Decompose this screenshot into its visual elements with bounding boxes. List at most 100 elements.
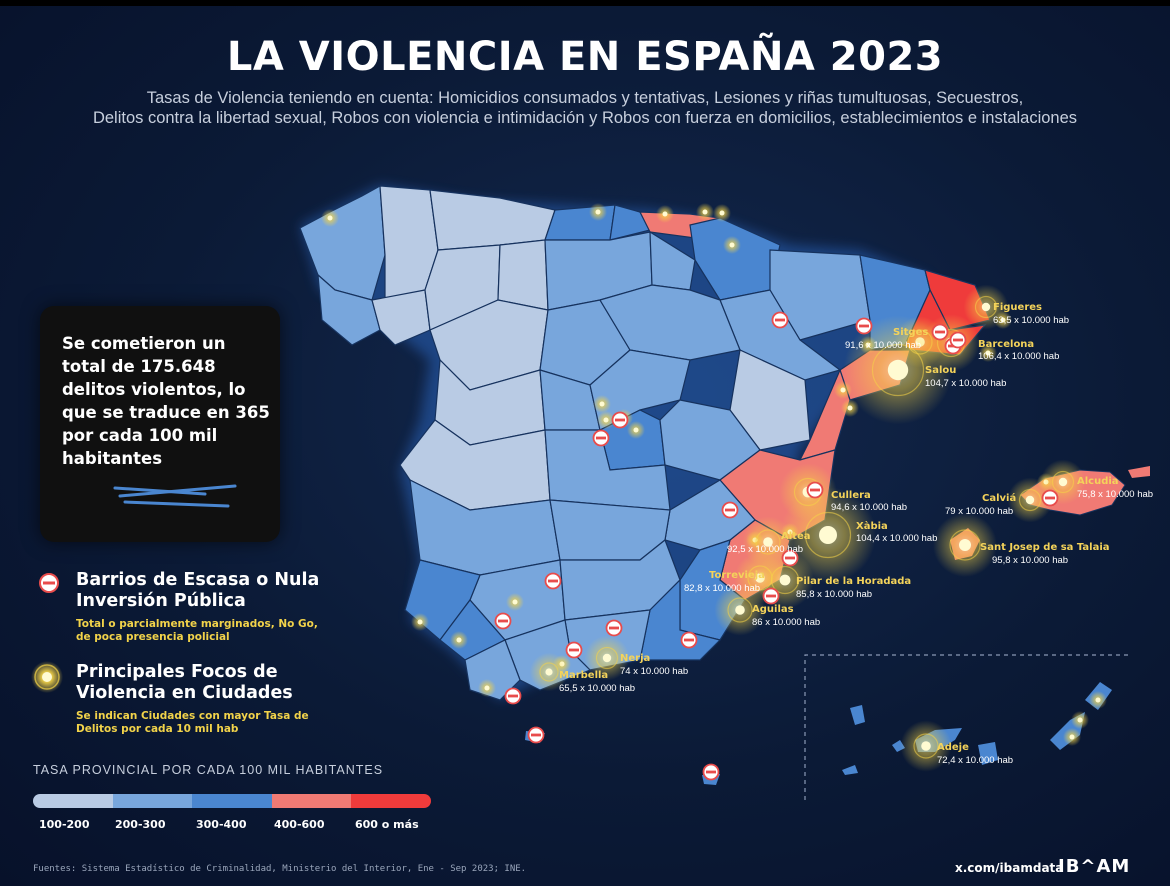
small-glow-20 [979, 344, 997, 362]
city-rate-alcudia: 75,8 x 10.000 hab [1077, 489, 1153, 500]
small-glow-14 [411, 613, 429, 631]
city-rate-adeje: 72,4 x 10.000 hab [937, 755, 1013, 766]
scale-swatch-4 [271, 794, 352, 808]
nogo-marker-10 [565, 641, 583, 659]
focus-glow-calvia [1007, 477, 1053, 523]
subtitle-line-1: Tasas de Violencia teniendo en cuenta: H… [146, 89, 1024, 107]
nogo-marker-5 [806, 481, 824, 499]
city-rate-pilar-horadada: 85,8 x 10.000 hab [796, 589, 872, 600]
scale-label-1: 100-200 [39, 818, 90, 831]
province-palencia [497, 239, 549, 311]
nogo-marker-8 [494, 612, 512, 630]
small-glow-23 [1071, 711, 1089, 729]
focus-legend-icon [31, 661, 63, 693]
city-label-calvia: Calviá [982, 492, 1016, 504]
scale-label-5: 600 o más [355, 818, 419, 831]
focus-glow-marbella [529, 652, 569, 692]
city-label-torrevieja: Torrevieja [709, 570, 765, 581]
scale-title: TASA PROVINCIAL POR CADA 100 MIL HABITAN… [33, 763, 384, 777]
nogo-marker-11 [680, 631, 698, 649]
nogo-marker-9 [605, 619, 623, 637]
city-rate-sitges: 91,6 x 10.000 hab [845, 340, 921, 351]
small-glow-8 [597, 411, 615, 429]
city-label-figueres: Figueres [993, 302, 1042, 313]
source-note: Fuentes: Sistema Estadístico de Criminal… [33, 864, 527, 874]
city-rate-torrevieja: 82,8 x 10.000 hab [684, 583, 760, 594]
small-glow-22 [1063, 728, 1081, 746]
scale-swatch-5 [351, 794, 431, 808]
small-glow-16 [478, 679, 496, 697]
stat-box: Se cometieron un total de 175.648 delito… [40, 306, 280, 542]
island-la-palma [850, 705, 865, 725]
city-rate-cullera: 94,6 x 10.000 hab [831, 502, 907, 513]
page-subtitle: Tasas de Violencia teniendo en cuenta: H… [20, 88, 1150, 128]
nogo-marker-15 [762, 587, 780, 605]
city-rate-marbella: 65,5 x 10.000 hab [559, 683, 635, 694]
city-label-sitges: Sitges [893, 327, 928, 338]
nogo-legend-icon [39, 573, 59, 593]
page-title: LA VIOLENCIA EN ESPAÑA 2023 [226, 34, 944, 80]
scale-swatch-2 [112, 794, 193, 808]
nogo-marker-14 [702, 763, 720, 781]
city-label-adeje: Adeje [937, 742, 969, 753]
nogo-marker-3 [611, 411, 629, 429]
canary-frame [804, 654, 1130, 800]
small-glow-15 [450, 631, 468, 649]
city-rate-nerja: 74 x 10.000 hab [620, 666, 688, 677]
small-glow-2 [589, 203, 607, 221]
city-label-sant-josep: Sant Josep de sa Talaia [980, 542, 1110, 553]
province-teruel [729, 349, 811, 451]
city-rate-barcelona: 106,4 x 10.000 hab [978, 351, 1059, 362]
legend-nogo-note: Total o parcialmente marginados, No Go, … [76, 618, 318, 643]
small-glow-6 [723, 236, 741, 254]
nogo-marker-6 [721, 501, 739, 519]
province-a-coruna [299, 185, 386, 301]
provinces [299, 185, 991, 701]
focus-glow-nerja [584, 635, 630, 681]
scale-swatch-3 [192, 794, 272, 808]
focus-glow-adeje [900, 720, 952, 772]
nogo-marker-4 [592, 429, 610, 447]
nogo-markers [494, 311, 1059, 781]
city-label-marbella: Marbella [559, 670, 608, 681]
small-glow-3 [656, 205, 674, 223]
city-label-cullera: Cullera [831, 490, 871, 501]
top-bar [0, 0, 1170, 6]
island-menorca [1128, 466, 1150, 478]
small-glow-7 [593, 395, 611, 413]
city-labels: Figueres 63,5 x 10.000 hab Sitges 91,6 x… [559, 302, 1153, 766]
nogo-marker-12 [504, 687, 522, 705]
legend-nogo-title: Barrios de Escasa o Nula Inversión Públi… [76, 570, 320, 611]
city-rate-xabia: 104,4 x 10.000 hab [856, 533, 937, 544]
nogo-marker-18 [931, 323, 949, 341]
city-rate-aguilas: 86 x 10.000 hab [752, 617, 820, 628]
stat-text: Se cometieron un total de 175.648 delito… [62, 334, 270, 468]
focus-glow-figueres [963, 284, 1009, 330]
island-gran-canaria [978, 742, 998, 765]
nogo-marker-2 [855, 317, 873, 335]
city-label-altea: Altea [781, 531, 810, 542]
city-rate-salou: 104,7 x 10.000 hab [925, 378, 1006, 389]
focus-glow-aguilas [714, 584, 766, 636]
small-glow-5 [713, 204, 731, 222]
city-rate-sant-josep: 95,8 x 10.000 hab [992, 555, 1068, 566]
decorative-strokes-icon [113, 484, 237, 508]
city-rate-altea: 92,5 x 10.000 hab [727, 544, 803, 555]
city-rate-calvia: 79 x 10.000 hab [945, 506, 1013, 517]
city-label-barcelona: Barcelona [978, 339, 1034, 350]
social-handle: x.com/ibamdata [955, 861, 1064, 875]
city-label-nerja: Nerja [620, 653, 650, 664]
nogo-marker-20 [949, 331, 967, 349]
subtitle-line-2: Delitos contra la libertad sexual, Robos… [92, 109, 1078, 127]
small-glow-1 [321, 209, 339, 227]
scale-label-4: 400-600 [274, 818, 325, 831]
nogo-marker-1 [771, 311, 789, 329]
city-rate-figueres: 63,5 x 10.000 hab [993, 315, 1069, 326]
province-ourense [371, 289, 431, 346]
scale-label-3: 300-400 [196, 818, 247, 831]
city-label-xabia: Xàbia [856, 520, 888, 532]
scale-bar [33, 794, 431, 808]
province-huesca [769, 249, 871, 341]
small-glow-4 [696, 203, 714, 221]
